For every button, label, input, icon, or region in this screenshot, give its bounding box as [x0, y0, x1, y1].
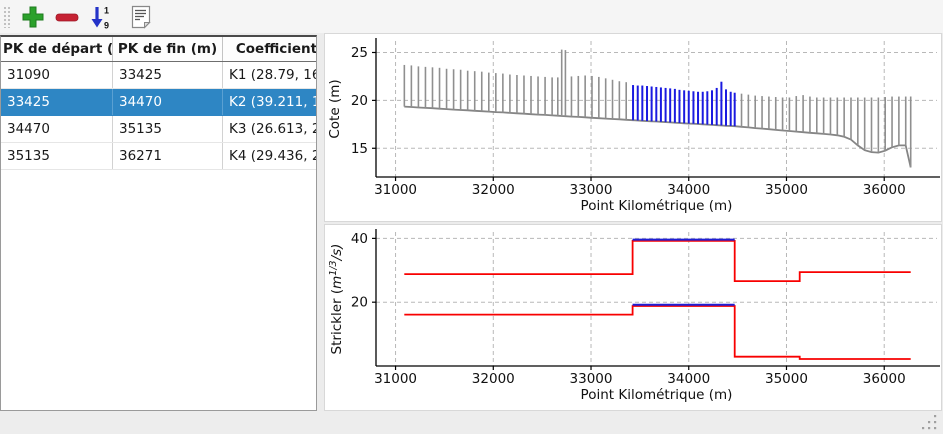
sort-rows-button[interactable]: 1 9: [86, 2, 116, 32]
cell-pk-end[interactable]: 33425: [112, 61, 223, 89]
toolbar: 1 9: [0, 0, 943, 33]
svg-text:20: 20: [351, 295, 368, 311]
panel-splitter[interactable]: [317, 35, 324, 411]
column-header-pk-depart[interactable]: PK de départ (m): [1, 37, 113, 62]
svg-text:36000: 36000: [863, 371, 906, 387]
svg-text:34000: 34000: [667, 182, 710, 198]
svg-text:25: 25: [351, 45, 368, 61]
cote-y-axis-label: Cote (m): [327, 79, 343, 138]
cell-coefficient[interactable]: K2 (39.211, 18...: [222, 88, 316, 116]
svg-text:33000: 33000: [570, 371, 613, 387]
svg-text:35000: 35000: [765, 182, 808, 198]
sort-digit-1: 1: [104, 5, 109, 15]
add-row-button[interactable]: [18, 2, 48, 32]
column-header-coefficient[interactable]: Coefficient: [222, 37, 316, 62]
table-row[interactable]: 35135 36271 K4 (29.436, 2....: [1, 142, 316, 170]
cell-pk-end[interactable]: 34470: [112, 88, 223, 116]
sort-digit-9: 9: [104, 20, 109, 30]
table-row[interactable]: 31090 33425 K1 (28.79, 16....: [1, 61, 316, 89]
svg-text:34000: 34000: [667, 371, 710, 387]
svg-text:40: 40: [351, 231, 368, 247]
svg-text:32000: 32000: [472, 371, 515, 387]
coefficients-table: PK de départ (m) PK de fin (m) Coefficie…: [1, 37, 316, 170]
svg-text:Point Kilométrique (m): Point Kilométrique (m): [581, 198, 733, 214]
svg-text:20: 20: [351, 93, 368, 109]
cell-pk-end[interactable]: 36271: [112, 142, 223, 170]
svg-text:Point Kilométrique (m): Point Kilométrique (m): [581, 387, 733, 403]
cell-coefficient[interactable]: K4 (29.436, 2....: [222, 142, 316, 170]
table-row[interactable]: 33425 34470 K2 (39.211, 18...: [1, 88, 316, 116]
strickler-chart-panel: 31000 32000 33000 34000 35000 36000 20 40 Point …: [324, 224, 942, 411]
svg-text:31000: 31000: [374, 182, 417, 198]
cell-pk-start[interactable]: 33425: [1, 88, 113, 116]
svg-text:31000: 31000: [374, 371, 417, 387]
status-bar: [0, 411, 943, 434]
minus-icon: [55, 13, 79, 21]
table-row[interactable]: 34470 35135 K3 (26.613, 2....: [1, 115, 316, 143]
toolbar-drag-handle[interactable]: [3, 5, 10, 28]
svg-text:15: 15: [351, 141, 368, 157]
cell-coefficient[interactable]: K3 (26.613, 2....: [222, 115, 316, 143]
cell-coefficient[interactable]: K1 (28.79, 16....: [222, 61, 316, 89]
cote-chart-panel: 31000 32000 33000 34000 35000 36000 15 20 25 Poin…: [324, 33, 942, 222]
cell-pk-start[interactable]: 35135: [1, 142, 113, 170]
plus-icon: [22, 6, 44, 27]
remove-row-button[interactable]: [52, 2, 82, 32]
strickler-y-axis-label: Strickler (m1/3/s): [328, 244, 345, 355]
sort-numeric-down-icon: 1 9: [91, 5, 109, 30]
cell-pk-start[interactable]: 31090: [1, 61, 113, 89]
svg-text:32000: 32000: [472, 182, 515, 198]
table-header: PK de départ (m) PK de fin (m) Coefficie…: [1, 37, 316, 62]
cell-pk-end[interactable]: 35135: [112, 115, 223, 143]
svg-text:36000: 36000: [863, 182, 906, 198]
resize-grip-icon[interactable]: [921, 414, 937, 430]
cote-chart: 31000 32000 33000 34000 35000 36000 15 20 25 Poin…: [327, 38, 940, 214]
report-button[interactable]: [126, 2, 156, 32]
document-icon: [131, 5, 151, 29]
cell-pk-start[interactable]: 34470: [1, 115, 113, 143]
svg-text:35000: 35000: [765, 371, 808, 387]
svg-text:33000: 33000: [570, 182, 613, 198]
strickler-chart: 31000 32000 33000 34000 35000 36000 20 40 Point …: [328, 229, 940, 403]
column-header-pk-fin[interactable]: PK de fin (m): [112, 37, 223, 62]
coefficients-table-panel: PK de départ (m) PK de fin (m) Coefficie…: [0, 35, 317, 411]
